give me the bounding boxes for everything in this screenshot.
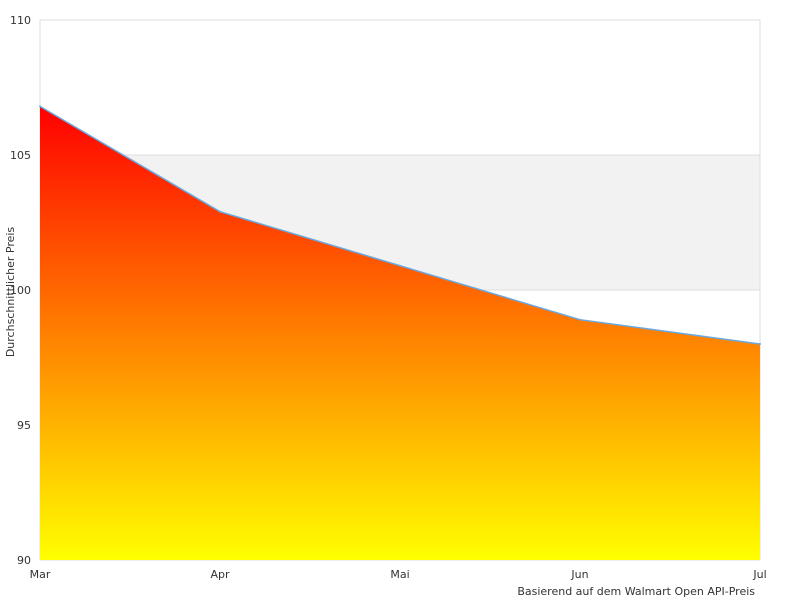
x-tick-label: Apr: [210, 568, 230, 581]
x-tick-label: Mai: [390, 568, 409, 581]
y-tick-label: 110: [10, 14, 31, 27]
data-point: [39, 105, 41, 108]
x-axis-ticks: Mar Apr Mai Jun Jul: [30, 568, 767, 581]
y-axis-ticks: 90 95 100 105 110: [10, 14, 31, 567]
y-tick-label: 105: [10, 149, 31, 162]
plot-band: [40, 20, 760, 155]
area-series: [39, 105, 761, 561]
area-fill: [40, 106, 760, 561]
y-tick-label: 90: [17, 554, 31, 567]
data-point: [759, 343, 761, 345]
y-tick-label: 95: [17, 419, 31, 432]
x-tick-label: Jul: [752, 568, 766, 581]
data-point: [579, 318, 581, 321]
x-tick-label: Mar: [30, 568, 51, 581]
data-point: [399, 264, 401, 267]
source-note: Basierend auf dem Walmart Open API-Preis: [517, 585, 755, 598]
y-axis-title: Durchschnittlicher Preis: [4, 227, 17, 358]
y-tick-label: 100: [10, 284, 31, 297]
x-tick-label: Jun: [570, 568, 588, 581]
data-point: [219, 210, 221, 213]
